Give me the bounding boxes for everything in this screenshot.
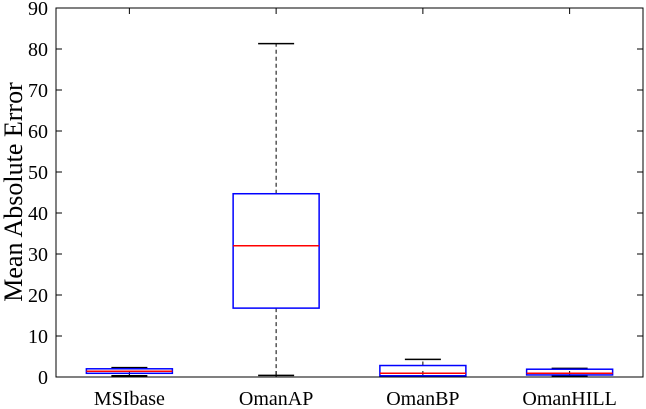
y-tick-label: 30 bbox=[28, 244, 48, 266]
box-series bbox=[85, 42, 614, 377]
y-tick-label: 80 bbox=[28, 39, 48, 61]
y-tick-label: 60 bbox=[28, 121, 48, 143]
y-tick-label: 90 bbox=[28, 0, 48, 20]
box-group-omanbp bbox=[379, 358, 467, 377]
plot-area-frame bbox=[55, 7, 644, 378]
y-axis-label: Mean Absolute Error bbox=[0, 82, 28, 302]
y-tick-label: 50 bbox=[28, 162, 48, 184]
box-iqr bbox=[379, 364, 467, 377]
x-axis-ticks: MSIbase OmanAP OmanBP OmanHILL bbox=[94, 8, 617, 409]
x-tick-label: OmanAP bbox=[239, 388, 313, 409]
y-tick-label: 10 bbox=[28, 326, 48, 348]
box-group-omanap bbox=[232, 42, 320, 377]
x-tick-label: MSIbase bbox=[94, 388, 165, 409]
y-tick-label: 70 bbox=[28, 80, 48, 102]
y-tick-label: 20 bbox=[28, 285, 48, 307]
y-axis-ticks: 0 10 20 30 40 50 60 70 80 90 bbox=[28, 0, 643, 389]
y-tick-label: 40 bbox=[28, 203, 48, 225]
box-group-omanhill bbox=[525, 367, 614, 377]
box-group-msibase bbox=[85, 366, 174, 377]
box-iqr bbox=[525, 368, 614, 376]
y-tick-label: 0 bbox=[38, 367, 48, 389]
x-tick-label: OmanBP bbox=[386, 388, 459, 409]
x-tick-label: OmanHILL bbox=[522, 388, 616, 409]
box-iqr bbox=[232, 192, 320, 309]
